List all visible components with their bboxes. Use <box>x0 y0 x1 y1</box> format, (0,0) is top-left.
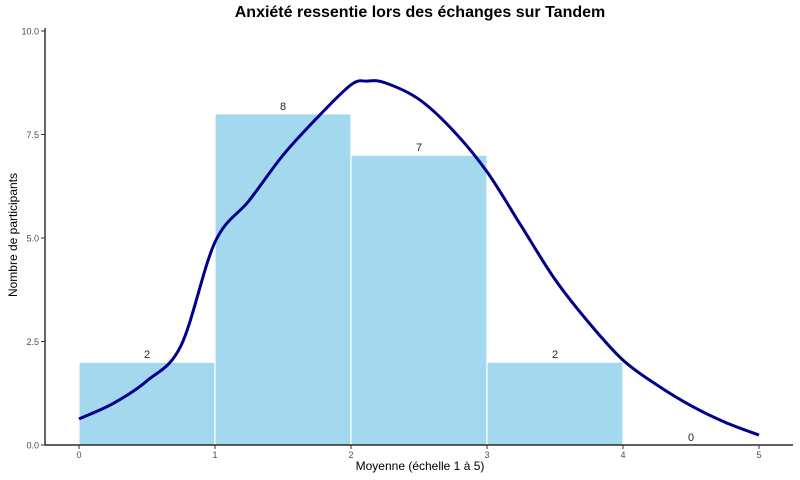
normal-density-curve <box>78 79 760 437</box>
y-tick-label: 5.0 <box>26 234 39 244</box>
bar-count-label: 7 <box>416 142 422 154</box>
histogram-bar <box>214 113 352 446</box>
x-tick-label: 1 <box>212 450 217 460</box>
x-tick-label: 5 <box>756 450 761 460</box>
y-tick-label: 0.0 <box>26 441 39 451</box>
bar-count-label: 2 <box>552 349 558 361</box>
x-tick-label: 0 <box>76 450 81 460</box>
chart-title: Anxiété ressentie lors des échanges sur … <box>234 4 606 21</box>
bar-count-label: 0 <box>688 432 694 444</box>
y-tick-label: 2.5 <box>26 337 39 347</box>
x-tick-label: 2 <box>348 450 353 460</box>
x-tick-label: 3 <box>484 450 489 460</box>
y-tick-label: 10.0 <box>21 27 39 37</box>
x-axis-label: Moyenne (échelle 1 à 5) <box>355 459 485 473</box>
histogram-bar <box>78 361 216 446</box>
bar-count-label: 2 <box>144 349 150 361</box>
histogram-bar <box>486 361 624 446</box>
x-tick-label: 4 <box>620 450 625 460</box>
y-tick-label: 7.5 <box>26 130 39 140</box>
bar-count-label: 8 <box>280 101 286 113</box>
histogram-bar <box>350 154 488 446</box>
